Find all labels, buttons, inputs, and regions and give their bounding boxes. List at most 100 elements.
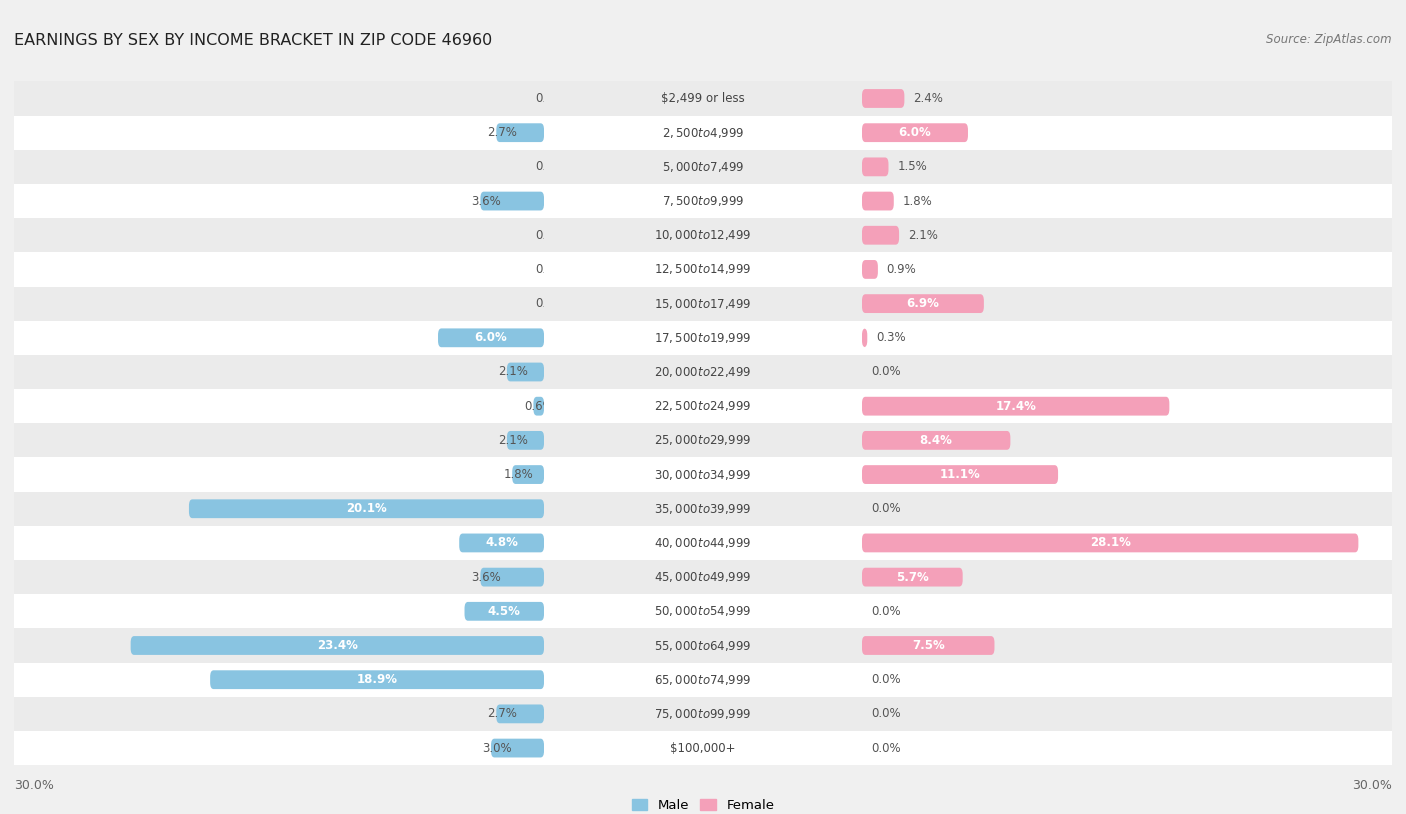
FancyBboxPatch shape (862, 396, 1170, 416)
Bar (14, 184, 544, 218)
Bar (862, 526, 1392, 560)
Bar (14, 594, 544, 628)
Text: EARNINGS BY SEX BY INCOME BRACKET IN ZIP CODE 46960: EARNINGS BY SEX BY INCOME BRACKET IN ZIP… (14, 33, 492, 47)
FancyBboxPatch shape (862, 294, 984, 313)
Bar (862, 81, 1392, 116)
FancyBboxPatch shape (496, 704, 544, 724)
Bar (544, 594, 862, 628)
Text: $75,000 to $99,999: $75,000 to $99,999 (654, 707, 752, 721)
Text: $5,000 to $7,499: $5,000 to $7,499 (662, 160, 744, 174)
Bar (14, 252, 544, 287)
FancyBboxPatch shape (481, 191, 544, 211)
Bar (14, 116, 544, 150)
Bar (14, 628, 544, 663)
Text: 3.6%: 3.6% (471, 571, 502, 584)
FancyBboxPatch shape (209, 670, 544, 689)
Bar (544, 321, 862, 355)
Text: 28.1%: 28.1% (1090, 536, 1130, 549)
Text: 3.0%: 3.0% (482, 742, 512, 755)
Bar (14, 150, 544, 184)
Bar (862, 184, 1392, 218)
Text: 3.6%: 3.6% (471, 195, 502, 208)
Bar (862, 663, 1392, 697)
Bar (14, 321, 544, 355)
FancyBboxPatch shape (496, 123, 544, 142)
Bar (544, 457, 862, 492)
Text: 0.9%: 0.9% (887, 263, 917, 276)
Text: $50,000 to $54,999: $50,000 to $54,999 (654, 604, 752, 619)
FancyBboxPatch shape (464, 602, 544, 621)
FancyBboxPatch shape (862, 123, 967, 142)
FancyBboxPatch shape (188, 499, 544, 519)
FancyBboxPatch shape (862, 431, 1011, 450)
Text: $7,500 to $9,999: $7,500 to $9,999 (662, 194, 744, 208)
Bar (544, 663, 862, 697)
Bar (14, 697, 544, 731)
Bar (14, 731, 544, 765)
Text: $100,000+: $100,000+ (671, 742, 735, 755)
FancyBboxPatch shape (862, 260, 877, 279)
Bar (544, 697, 862, 731)
Text: 11.1%: 11.1% (939, 468, 980, 481)
Bar (862, 389, 1392, 423)
Text: $40,000 to $44,999: $40,000 to $44,999 (654, 536, 752, 550)
FancyBboxPatch shape (862, 89, 904, 108)
FancyBboxPatch shape (862, 225, 898, 245)
Text: $17,500 to $19,999: $17,500 to $19,999 (654, 330, 752, 345)
Text: $15,000 to $17,499: $15,000 to $17,499 (654, 296, 752, 311)
Text: 0.0%: 0.0% (536, 92, 565, 105)
Text: 5.7%: 5.7% (896, 571, 929, 584)
Bar (862, 116, 1392, 150)
Text: 2.7%: 2.7% (488, 126, 517, 139)
Text: $10,000 to $12,499: $10,000 to $12,499 (654, 228, 752, 243)
Text: 0.3%: 0.3% (876, 331, 905, 344)
Bar (14, 560, 544, 594)
Text: 0.0%: 0.0% (870, 707, 900, 720)
Text: 0.0%: 0.0% (870, 605, 900, 618)
Text: $30,000 to $34,999: $30,000 to $34,999 (654, 467, 752, 482)
Text: 0.6%: 0.6% (524, 400, 554, 413)
Text: 1.8%: 1.8% (503, 468, 533, 481)
Bar (862, 218, 1392, 252)
Text: $2,500 to $4,999: $2,500 to $4,999 (662, 125, 744, 140)
Bar (14, 355, 544, 389)
Bar (862, 457, 1392, 492)
FancyBboxPatch shape (862, 636, 994, 655)
Bar (862, 628, 1392, 663)
Bar (544, 218, 862, 252)
FancyBboxPatch shape (508, 362, 544, 382)
Text: 23.4%: 23.4% (316, 639, 357, 652)
Text: 4.5%: 4.5% (488, 605, 520, 618)
Text: 1.8%: 1.8% (903, 195, 932, 208)
Text: $12,500 to $14,999: $12,500 to $14,999 (654, 262, 752, 277)
Text: 2.1%: 2.1% (908, 229, 938, 242)
Text: 4.8%: 4.8% (485, 536, 517, 549)
Text: 0.0%: 0.0% (536, 297, 565, 310)
Text: 2.4%: 2.4% (914, 92, 943, 105)
Bar (14, 81, 544, 116)
Text: 0.0%: 0.0% (870, 365, 900, 379)
Bar (544, 423, 862, 457)
Text: 30.0%: 30.0% (14, 779, 53, 792)
FancyBboxPatch shape (439, 328, 544, 348)
Bar (14, 423, 544, 457)
Text: $55,000 to $64,999: $55,000 to $64,999 (654, 638, 752, 653)
Bar (544, 252, 862, 287)
Text: 2.1%: 2.1% (498, 434, 529, 447)
Bar (862, 252, 1392, 287)
FancyBboxPatch shape (862, 157, 889, 177)
Bar (544, 116, 862, 150)
Text: 6.0%: 6.0% (475, 331, 508, 344)
Bar (544, 628, 862, 663)
Text: $22,500 to $24,999: $22,500 to $24,999 (654, 399, 752, 414)
FancyBboxPatch shape (131, 636, 544, 655)
Text: 0.0%: 0.0% (536, 263, 565, 276)
Bar (544, 731, 862, 765)
Bar (544, 184, 862, 218)
Bar (544, 492, 862, 526)
Bar (14, 457, 544, 492)
Text: 0.0%: 0.0% (870, 673, 900, 686)
FancyBboxPatch shape (508, 431, 544, 450)
FancyBboxPatch shape (481, 567, 544, 587)
Bar (14, 287, 544, 321)
